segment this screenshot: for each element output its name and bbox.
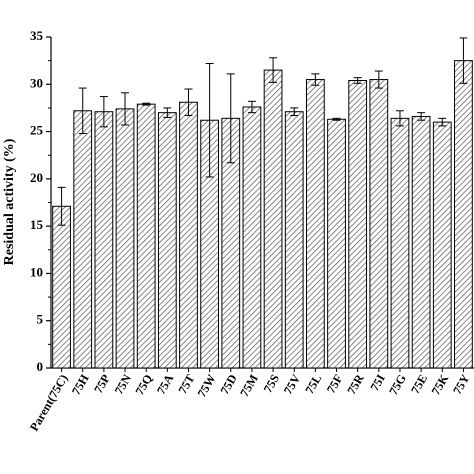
bar — [305, 79, 325, 369]
bar — [115, 108, 135, 369]
x-tick-label: 75K — [428, 371, 451, 397]
x-tick-label: 75D — [217, 372, 240, 397]
x-tick-label: 75V — [281, 372, 304, 397]
y-tick-label: 25 — [30, 123, 44, 138]
x-tick-label: 75R — [344, 372, 367, 397]
x-tick-label: 75A — [154, 372, 177, 397]
y-tick-label: 10 — [30, 264, 43, 279]
x-tick-label: 75M — [237, 372, 261, 399]
bar — [390, 117, 410, 369]
bar — [454, 60, 473, 369]
bar — [52, 205, 71, 369]
y-axis-title: Residual activity (%) — [2, 138, 17, 265]
bar — [284, 111, 304, 369]
y-tick-label: 15 — [30, 217, 44, 232]
x-tick-label: 75F — [324, 372, 346, 396]
x-tick-label: 75P — [91, 372, 113, 396]
y-tick-label: 20 — [30, 170, 43, 185]
bar — [369, 79, 389, 369]
bar — [327, 118, 346, 369]
x-tick-label: 75W — [194, 372, 218, 400]
y-tick-label: 30 — [30, 75, 43, 90]
x-tick-label: 75N — [112, 372, 135, 397]
bar — [179, 101, 198, 369]
x-tick-label: 75E — [408, 372, 430, 396]
bar — [73, 110, 93, 369]
x-tick-label: Parent(75C) — [27, 372, 71, 434]
bar — [94, 111, 114, 369]
x-tick-label: 75I — [367, 372, 388, 394]
y-tick-label: 0 — [37, 359, 44, 374]
bar — [432, 121, 452, 369]
x-tick-label: 75H — [69, 371, 92, 397]
y-tick-label: 5 — [37, 312, 44, 327]
x-tick-label: 75G — [386, 372, 409, 397]
bar — [136, 103, 156, 369]
x-tick-label: 75S — [261, 372, 283, 395]
bar — [242, 106, 262, 369]
bar — [263, 69, 283, 369]
bar — [157, 112, 177, 369]
plot-area: 0 5 10 15 20 25 30 35 Parent(75C)75H 75P75N75Q75A… — [27, 28, 474, 434]
bar — [348, 80, 368, 369]
y-tick-label: 35 — [30, 28, 44, 43]
bar — [411, 115, 431, 369]
x-tick-label: 75Y — [450, 372, 473, 397]
x-tick-label: 75L — [302, 372, 324, 396]
x-tick-label: 75Q — [132, 372, 155, 397]
